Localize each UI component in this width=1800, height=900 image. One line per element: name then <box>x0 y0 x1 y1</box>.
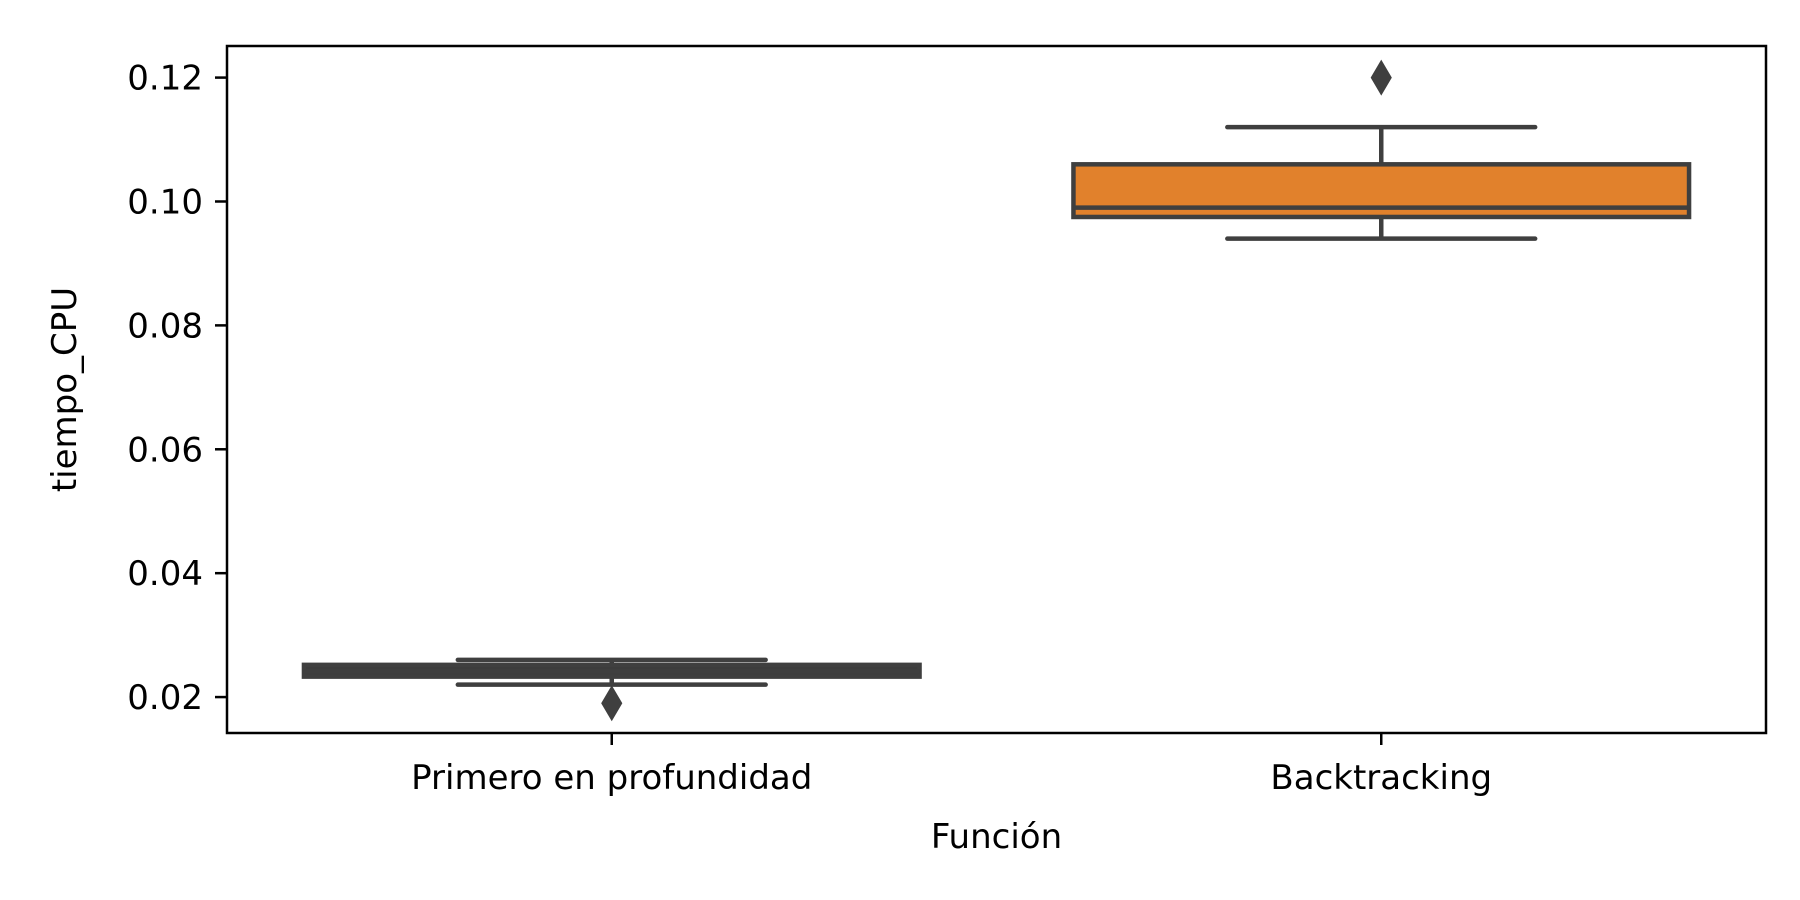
y-tick-label: 0.10 <box>127 182 203 222</box>
box-group-2 <box>1071 59 1692 241</box>
x-tick-label: Backtracking <box>1270 758 1492 798</box>
y-tick-label: 0.06 <box>127 430 203 470</box>
x-axis-label: Función <box>931 817 1062 857</box>
y-axis-label: tiempo_CPU <box>45 287 85 492</box>
y-tick-label: 0.08 <box>127 306 203 346</box>
x-tick-label: Primero en profundidad <box>411 758 812 798</box>
y-tick-label: 0.02 <box>127 678 203 718</box>
outlier-point <box>1370 59 1392 96</box>
axes: 0.02 0.04 0.06 0.08 0.10 0.12 Primero en profu… <box>127 44 1768 798</box>
outlier-point <box>601 685 623 722</box>
plot-area <box>301 59 1692 722</box>
plot-frame <box>225 44 1768 735</box>
box-group-1 <box>301 657 922 722</box>
y-tick-label: 0.12 <box>127 59 203 99</box>
y-tick-label: 0.04 <box>127 554 203 594</box>
